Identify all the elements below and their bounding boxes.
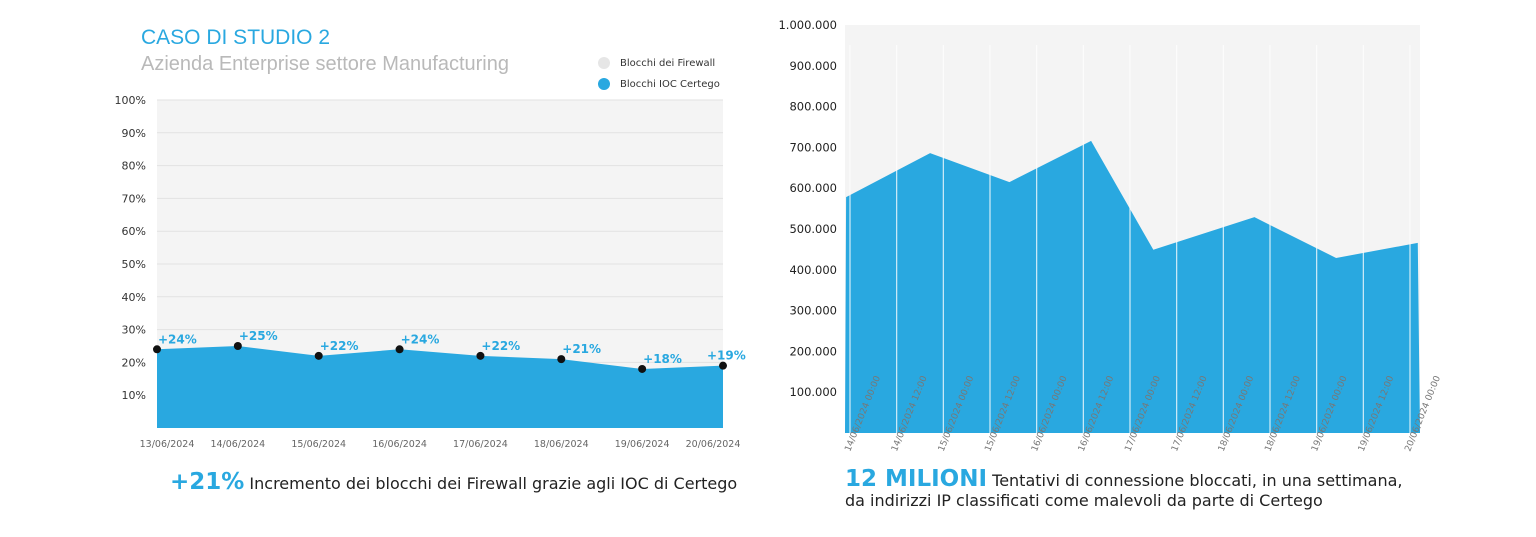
data-label: +19% bbox=[707, 349, 746, 363]
data-point bbox=[638, 364, 647, 373]
x-tick-label: 18/06/2024 bbox=[534, 439, 589, 450]
y-tick-label: 30% bbox=[122, 324, 146, 337]
y-tick-label: 200.000 bbox=[789, 344, 837, 358]
legend-label: Blocchi dei Firewall bbox=[620, 57, 716, 69]
data-point bbox=[153, 345, 161, 354]
y-tick-label: 100% bbox=[115, 94, 146, 107]
page-title: CASO DI STUDIO 2 bbox=[141, 26, 331, 49]
y-tick-label: 900.000 bbox=[789, 59, 837, 73]
caption-text: da indirizzi IP classificati come malevo… bbox=[845, 491, 1323, 510]
caption-highlight: 12 MILIONI bbox=[845, 466, 988, 492]
right-chart: 100.000 200.000 300.000 400.000 500.000 600.0… bbox=[778, 18, 1443, 453]
y-tick-label: 60% bbox=[122, 225, 146, 238]
y-tick-label: 50% bbox=[122, 258, 146, 271]
legend-swatch bbox=[598, 78, 610, 90]
caption-text: Incremento dei blocchi dei Firewall graz… bbox=[249, 474, 738, 493]
y-tick-label: 800.000 bbox=[789, 100, 837, 114]
data-point bbox=[476, 351, 485, 360]
legend-swatch bbox=[598, 57, 610, 69]
legend-label: Blocchi IOC Certego bbox=[620, 78, 720, 90]
y-tick-label: 70% bbox=[122, 192, 146, 205]
data-point bbox=[233, 342, 242, 350]
data-point bbox=[314, 351, 323, 360]
legend-item-ioc: Blocchi IOC Certego bbox=[598, 78, 720, 90]
caption-text: Tentativi di connessione bloccati, in un… bbox=[992, 471, 1403, 490]
y-tick-label: 500.000 bbox=[789, 222, 837, 236]
data-point bbox=[557, 355, 566, 364]
y-tick-label: 90% bbox=[122, 127, 146, 140]
y-tick-label: 20% bbox=[122, 356, 146, 369]
caption-highlight: +21% bbox=[170, 469, 245, 495]
legend-item-firewall: Blocchi dei Firewall bbox=[598, 57, 715, 69]
x-tick-label: 13/06/2024 bbox=[140, 439, 195, 450]
y-tick-label: 40% bbox=[122, 291, 146, 304]
data-point bbox=[719, 361, 727, 370]
y-tick-label: 80% bbox=[122, 160, 146, 173]
data-label: +22% bbox=[481, 339, 520, 353]
y-tick-label: 600.000 bbox=[789, 181, 837, 195]
left-chart: 10% 20% 30% 40% 50% 60% 70% 80% 90% 100% +24% 13/06… bbox=[115, 94, 746, 450]
data-label: +24% bbox=[158, 332, 197, 346]
data-label: +22% bbox=[320, 339, 359, 353]
x-tick-label: 15/06/2024 bbox=[291, 439, 346, 450]
y-tick-label: 10% bbox=[122, 389, 146, 402]
y-tick-label: 300.000 bbox=[789, 304, 837, 318]
data-label: +21% bbox=[562, 342, 601, 356]
x-tick-label: 17/06/2024 bbox=[453, 439, 508, 450]
right-caption: 12 MILIONI Tentativi di connessione bloc… bbox=[845, 466, 1403, 511]
area-ioc-certego bbox=[157, 346, 723, 428]
y-tick-label: 100.000 bbox=[789, 385, 837, 399]
x-tick-label: 20/06/2024 bbox=[686, 439, 741, 450]
left-caption: +21% Incremento dei blocchi dei Firewall… bbox=[170, 469, 737, 495]
page-subtitle: Azienda Enterprise settore Manufacturing bbox=[141, 53, 509, 75]
data-label: +18% bbox=[643, 352, 682, 366]
x-tick-label: 14/06/2024 bbox=[210, 439, 265, 450]
y-tick-label: 1.000.000 bbox=[778, 18, 837, 32]
area-blocked-connections bbox=[845, 140, 1420, 433]
x-tick-label: 19/06/2024 bbox=[615, 439, 670, 450]
y-tick-label: 700.000 bbox=[789, 140, 837, 154]
x-tick-label: 16/06/2024 bbox=[372, 439, 427, 450]
data-point bbox=[395, 345, 404, 354]
y-tick-label: 400.000 bbox=[789, 263, 837, 277]
data-label: +24% bbox=[401, 332, 440, 346]
data-label: +25% bbox=[239, 329, 278, 343]
